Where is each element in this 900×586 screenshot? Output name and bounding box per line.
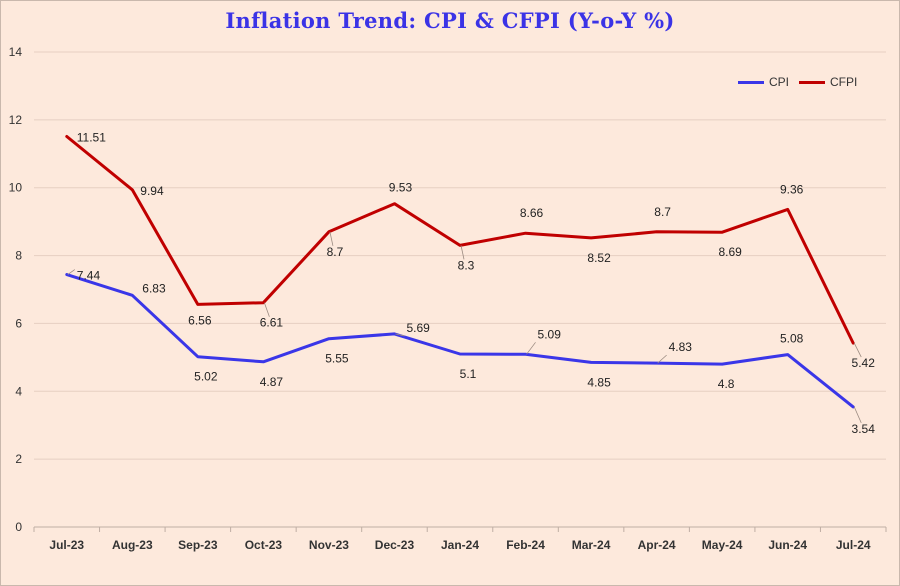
- data-label-cfpi: 8.69: [718, 245, 742, 259]
- x-tick-label: Oct-23: [245, 538, 283, 552]
- y-tick-label: 8: [15, 249, 22, 263]
- series-line-cpi: [65, 273, 855, 409]
- legend: CPI CFPI: [738, 74, 861, 90]
- x-tick-label: Nov-23: [309, 538, 349, 552]
- data-label-cpi: 4.85: [587, 375, 611, 389]
- data-label-leader: [657, 354, 667, 364]
- x-tick-label: May-24: [702, 538, 743, 552]
- y-tick-label: 10: [9, 181, 23, 195]
- y-tick-label: 4: [15, 384, 22, 398]
- x-tick-label: Dec-23: [375, 538, 415, 552]
- y-tick-label: 6: [15, 316, 22, 330]
- data-label-cpi: 7.44: [77, 269, 101, 283]
- chart-title: Inflation Trend: CPI & CFPI (Y-o-Y %): [225, 8, 675, 33]
- data-label-cfpi: 11.51: [77, 130, 106, 144]
- data-label-leader: [329, 231, 334, 246]
- series-line-cfpi: [65, 135, 855, 345]
- y-tick-label: 12: [9, 113, 23, 127]
- data-label-cfpi: 6.61: [260, 316, 284, 330]
- data-label-cpi: 5.02: [194, 370, 218, 384]
- data-label-leader: [264, 302, 270, 317]
- data-label-leader: [395, 333, 405, 337]
- series-lines: [65, 135, 855, 409]
- legend-label-cpi: CPI: [769, 75, 790, 89]
- data-label-cpi: 5.55: [325, 352, 349, 366]
- data-label-cpi: 6.83: [142, 281, 166, 295]
- x-tick-label: Jan-24: [441, 538, 479, 552]
- data-label-cpi: 4.8: [718, 377, 735, 391]
- data-label-cpi: 5.08: [780, 332, 804, 346]
- data-label-cpi: 5.09: [538, 327, 562, 341]
- data-label-cfpi: 9.94: [140, 184, 164, 198]
- x-tick-label: Feb-24: [506, 538, 545, 552]
- x-tick-label: Mar-24: [572, 538, 611, 552]
- y-tick-label: 0: [15, 520, 22, 534]
- data-label-leader: [526, 342, 536, 355]
- x-tick-label: Jul-23: [49, 538, 84, 552]
- legend-label-cfpi: CFPI: [830, 75, 858, 89]
- data-label-cpi: 3.54: [852, 422, 876, 436]
- legend-swatch-cpi: [738, 80, 764, 84]
- data-label-cpi: 5.1: [460, 367, 477, 381]
- data-label-cfpi: 9.53: [389, 181, 413, 195]
- x-tick-label: Aug-23: [112, 538, 153, 552]
- legend-item-cpi: CPI: [738, 75, 789, 89]
- y-tick-label: 2: [15, 452, 22, 466]
- data-label-leader: [460, 245, 465, 260]
- axes: 0 2 4 6 8 10 12 14 Jul-23 Aug-23 Sep-23 Oct-23 Nov-2…: [9, 45, 887, 552]
- data-label-leader: [853, 342, 862, 358]
- data-label-cfpi: 8.52: [587, 251, 611, 265]
- data-labels: 7.44 6.83 5.02 4.87 5.55 5.69 5.1 5.09 4.85 4.83 4…: [67, 130, 876, 436]
- data-label-cfpi: 5.42: [852, 356, 876, 370]
- data-label-cfpi: 8.7: [327, 245, 344, 259]
- x-tick-label: Apr-24: [638, 538, 676, 552]
- data-label-leader: [853, 406, 862, 424]
- data-label-cfpi: 8.7: [654, 205, 671, 219]
- data-label-cfpi: 9.36: [780, 182, 804, 196]
- data-label-cfpi: 8.3: [458, 258, 475, 272]
- data-label-cpi: 4.87: [260, 375, 284, 389]
- data-label-cfpi: 8.66: [520, 206, 544, 220]
- y-tick-label: 14: [9, 45, 23, 59]
- data-label-cfpi: 6.56: [188, 313, 212, 327]
- x-tick-label: Jul-24: [836, 538, 871, 552]
- legend-item-cfpi: CFPI: [799, 75, 857, 89]
- legend-swatch-cfpi: [799, 80, 826, 84]
- gridlines: [34, 51, 886, 460]
- x-tick-label: Jun-24: [768, 538, 807, 552]
- data-label-cpi: 5.69: [406, 321, 430, 335]
- x-tick-label: Sep-23: [178, 538, 218, 552]
- data-label-leader: [67, 269, 76, 275]
- data-label-cpi: 4.83: [669, 340, 693, 354]
